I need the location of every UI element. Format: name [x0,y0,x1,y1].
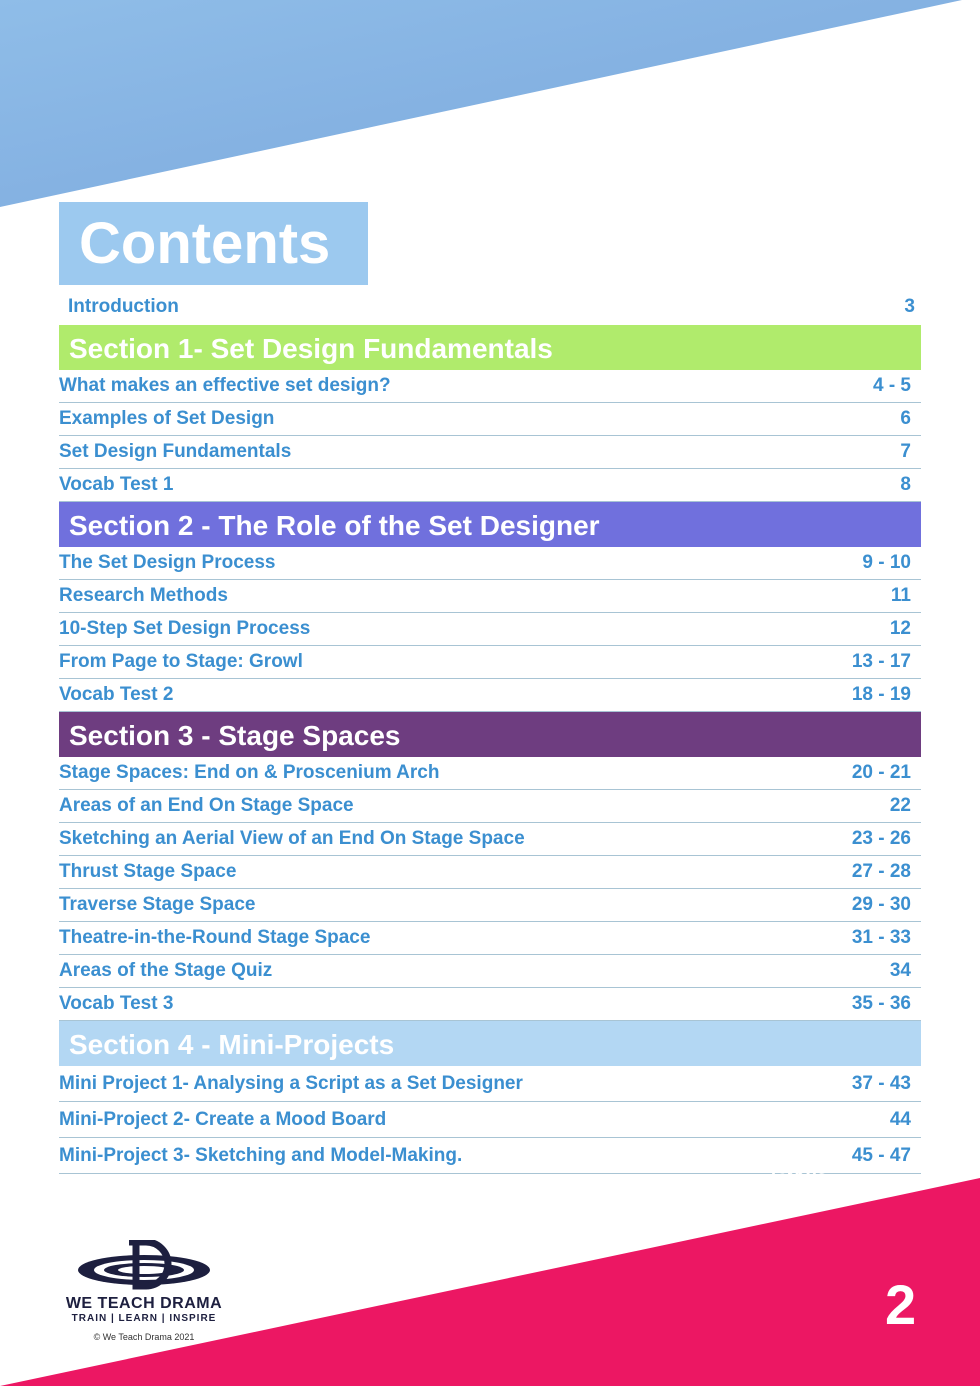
toc-row[interactable]: Examples of Set Design 6 [59,403,921,436]
toc-pages: 27 - 28 [851,861,911,882]
toc-label: Mini-Project 3- Sketching and Model-Maki… [59,1144,463,1166]
toc-label: 10-Step Set Design Process [59,618,311,639]
toc-row[interactable]: Theatre-in-the-Round Stage Space 31 - 33 [59,922,921,955]
toc-row[interactable]: Traverse Stage Space 29 - 30 [59,889,921,922]
toc-pages: 9 - 10 [862,552,911,573]
toc-row[interactable]: Set Design Fundamentals 7 [59,436,921,469]
copyright: © We Teach Drama 2021 [93,1332,195,1342]
toc-row[interactable]: Mini-Project 2- Create a Mood Board 44 [59,1102,921,1138]
footer-pink-band [0,1178,980,1386]
toc-pages: 4 - 5 [872,375,911,396]
section-header: Section 3 - Stage Spaces [59,712,921,757]
toc-label: Research Methods [59,585,228,606]
toc-row[interactable]: Stage Spaces: End on & Proscenium Arch 20… [59,757,921,790]
toc-row[interactable]: Mini-Project 3- Sketching and Model-Maki… [59,1138,921,1174]
toc-label: Vocab Test 1 [59,474,174,495]
toc-pages: 31 - 33 [851,927,911,948]
toc-row[interactable]: 10-Step Set Design Process 12 [59,613,921,646]
section-header: Section 2 - The Role of the Set Designer [59,502,921,547]
toc-label: Mini-Project 2- Create a Mood Board [59,1108,387,1130]
toc-label: Traverse Stage Space [59,894,256,915]
section-header: Section 1- Set Design Fundamentals [59,325,921,370]
toc-label: Areas of the Stage Quiz [59,960,273,981]
toc-label: Examples of Set Design [59,408,275,429]
toc-label: Introduction [68,296,179,317]
brand-name: WE TEACH DRAMA [65,1295,223,1312]
toc-label: Areas of an End On Stage Space [59,795,354,816]
toc-label: Thrust Stage Space [59,861,237,882]
toc-pages: 13 - 17 [851,651,911,672]
toc-row[interactable]: Vocab Test 1 8 [59,469,921,502]
toc-row[interactable]: The Set Design Process 9 - 10 [59,547,921,580]
toc-pages: 37 - 43 [851,1072,911,1094]
toc-label: Set Design Fundamentals [59,441,292,462]
page-title: Contents [59,202,368,285]
toc-label: From Page to Stage: Growl [59,651,303,672]
toc-row[interactable]: What makes an effective set design? 4 - 5 [59,370,921,403]
toc-pages: 18 - 19 [851,684,911,705]
toc-label: Theatre-in-the-Round Stage Space [59,927,371,948]
toc-row[interactable]: Thrust Stage Space 27 - 28 [59,856,921,889]
toc-pages: 20 - 21 [851,762,911,783]
toc-label: Vocab Test 2 [59,684,174,705]
toc-pages: 29 - 30 [851,894,911,915]
brand-tagline: TRAIN | LEARN | INSPIRE [71,1313,217,1324]
toc-pages: 44 [889,1108,911,1130]
toc-label: Sketching an Aerial View of an End On St… [59,828,525,849]
toc-pages: 22 [889,795,911,816]
toc-pages: 12 [889,618,911,639]
toc-pages: 34 [889,960,911,981]
toc-pages: 7 [900,441,911,462]
toc-row[interactable]: Vocab Test 2 18 - 19 [59,679,921,712]
toc-label: What makes an effective set design? [59,375,391,396]
page-number: 2 [885,1273,917,1336]
toc-pages: 3 [904,296,915,317]
toc-intro[interactable]: Introduction 3 [59,296,921,322]
section-header: Section 4 - Mini-Projects [59,1021,921,1066]
logo-emblem-icon [78,1238,210,1290]
toc-row[interactable]: Areas of the Stage Quiz 34 [59,955,921,988]
toc-pages: 11 [890,585,911,606]
toc-row[interactable]: Research Methods 11 [59,580,921,613]
toc-row[interactable]: Sketching an Aerial View of an End On St… [59,823,921,856]
toc-pages: 8 [900,474,911,495]
toc-row[interactable]: From Page to Stage: Growl 13 - 17 [59,646,921,679]
we-teach-drama-logo: WE TEACH DRAMA TRAIN | LEARN | INSPIRE ©… [58,1238,230,1342]
toc-label: The Set Design Process [59,552,276,573]
header-theatre-image [0,0,962,207]
toc-label: Stage Spaces: End on & Proscenium Arch [59,762,440,783]
toc-label: Vocab Test 3 [59,993,174,1014]
toc-pages: 35 - 36 [851,993,911,1014]
toc-pages: 45 - 47 [851,1144,911,1166]
toc-pages: 6 [900,408,911,429]
toc-row[interactable]: Areas of an End On Stage Space 22 [59,790,921,823]
toc-row[interactable]: Mini Project 1- Analysing a Script as a … [59,1066,921,1102]
toc-label: Mini Project 1- Analysing a Script as a … [59,1072,523,1094]
toc-pages: 23 - 26 [851,828,911,849]
toc-row[interactable]: Vocab Test 3 35 - 36 [59,988,921,1021]
